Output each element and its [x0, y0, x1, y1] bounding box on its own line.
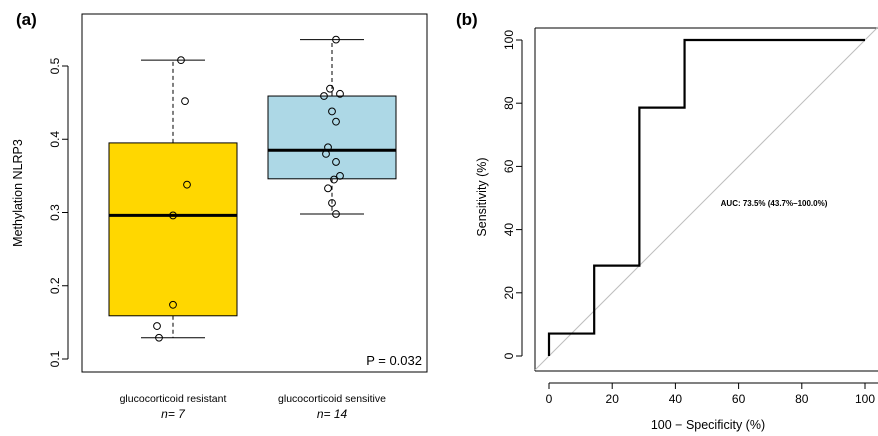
panel-a-y-tick-label: 0.4	[48, 131, 62, 148]
diagonal-reference-line	[534, 26, 878, 371]
panel-b-y-tick-label: 100	[502, 30, 516, 50]
data-point	[169, 211, 177, 220]
panel-b-x-tick-label: 0	[546, 392, 553, 406]
box-sensitive	[267, 95, 397, 180]
panel-b-y-axis-title: Sensitivity (%)	[475, 157, 489, 236]
panel-b-x-tick-label: 60	[732, 392, 746, 406]
data-point	[328, 107, 336, 116]
panel-a-y-tick-label: 0.3	[48, 204, 62, 221]
category-label: glucocorticoid resistant	[120, 393, 227, 405]
data-point	[324, 184, 332, 193]
panel-b-plot	[534, 26, 878, 371]
panel-a-plot-frame	[81, 13, 428, 373]
panel-a-boxes	[108, 35, 397, 342]
panel-a-p-value: P = 0.032	[366, 353, 422, 368]
box-resistant	[108, 142, 238, 317]
panel-a-y-tick-label: 0.2	[48, 277, 62, 294]
panel-b-x-tick-label: 80	[795, 392, 809, 406]
panel-b-y-tick-label: 80	[502, 96, 516, 110]
panel-b-y-tick-label: 60	[502, 159, 516, 173]
group-size-label: n= 14	[317, 407, 348, 421]
data-point	[332, 158, 340, 166]
data-point	[153, 322, 161, 330]
data-point	[155, 333, 163, 342]
panel-b-axes: 0 20 40 60 80 100 0 20 40 60 80 100	[502, 27, 878, 406]
data-point	[332, 117, 340, 126]
panel-b-y-tick-label: 40	[502, 223, 516, 237]
panel-a-y-axis: 0.1 0.2 0.3 0.4 0.5	[48, 57, 69, 367]
data-point	[169, 300, 177, 309]
panel-a-category-labels: glucocorticoid resistant n= 7 glucocortico…	[120, 393, 387, 421]
panel-a-y-tick-label: 0.1	[48, 350, 62, 367]
data-point	[320, 92, 328, 100]
panel-b-auc-annotation: AUC: 73.5% (43.7%–100.0%)	[721, 199, 828, 208]
roc-curve	[547, 38, 865, 356]
data-point	[336, 171, 344, 180]
data-point	[332, 35, 340, 44]
data-point	[330, 175, 338, 184]
data-point	[177, 56, 185, 65]
group-size-label: n= 7	[161, 407, 186, 421]
panel-a-label: (a)	[16, 10, 37, 29]
data-point	[326, 84, 334, 93]
panel-b-label: (b)	[456, 10, 478, 29]
panel-b-x-tick-label: 40	[669, 392, 683, 406]
data-point	[183, 180, 191, 189]
data-point	[322, 150, 330, 158]
panel-b-y-tick-label: 0	[502, 352, 516, 359]
category-label: glucocorticoid sensitive	[278, 393, 386, 405]
panel-b-x-tick-label: 20	[606, 392, 620, 406]
data-point	[336, 89, 344, 98]
panel-b-x-tick-label: 100	[855, 392, 875, 406]
panel-b-x-axis-title: 100 − Specificity (%)	[651, 418, 765, 432]
data-point	[181, 97, 189, 106]
data-point	[332, 210, 340, 218]
panel-a-y-axis-title: Methylation NLRP3	[11, 139, 25, 247]
panel-a-y-tick-label: 0.5	[48, 57, 62, 74]
data-point	[328, 199, 336, 207]
panel-b-y-tick-label: 20	[502, 286, 516, 300]
